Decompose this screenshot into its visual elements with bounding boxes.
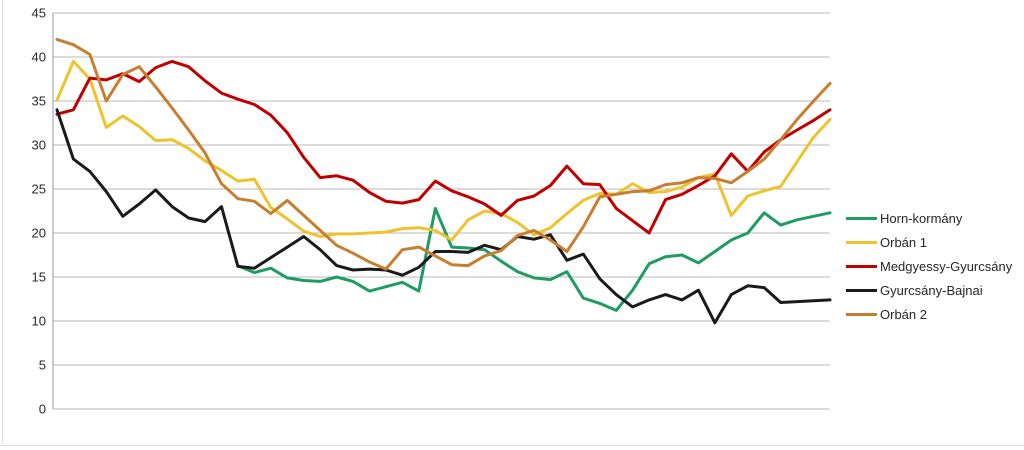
y-axis-tick-labels: 0 5 10 15 20 25 30 35 40 45 [32,6,46,417]
legend-swatch-icon [846,216,877,220]
gridlines [53,12,830,410]
y-tick-label: 30 [32,138,46,153]
y-tick-label: 45 [32,6,46,21]
series-line-horn-korm-ny [236,206,832,312]
legend-item-horn-korm-ny: Horn-kormány [846,209,962,227]
window-frame-left-border [2,0,3,443]
legend-swatch-icon [846,288,877,292]
y-tick-label: 35 [32,94,46,109]
y-tick-label: 15 [32,270,46,285]
series-line-orb-n-2 [55,37,832,271]
legend-swatch-icon [846,264,877,268]
y-tick-label: 20 [32,226,46,241]
series-lines [55,37,832,325]
window-frame-bottom-border [0,445,1024,446]
y-tick-label: 40 [32,50,46,65]
y-tick-label: 0 [39,402,46,417]
legend-item-gyurcs-ny-bajnai: Gyurcsány-Bajnai [846,281,983,299]
series-line-orb-n-1 [55,59,832,242]
legend-label: Gyurcsány-Bajnai [880,282,983,298]
series-line-gyurcs-ny-bajnai [55,108,832,325]
legend-item-medgyessy-gyurcs-ny: Medgyessy-Gyurcsány [846,257,1012,275]
legend-swatch-icon [846,240,877,244]
y-tick-label: 10 [32,314,46,329]
legend-swatch-icon [846,312,877,316]
legend-item-orb-n-2: Orbán 2 [846,305,927,323]
series-line-medgyessy-gyurcs-ny [55,59,832,235]
y-tick-label: 25 [32,182,46,197]
legend-label: Orbán 1 [880,234,927,250]
legend-label: Medgyessy-Gyurcsány [880,258,1013,274]
legend-label: Horn-kormány [880,210,963,226]
y-tick-label: 5 [39,358,46,373]
legend-label: Orbán 2 [880,306,927,322]
legend-item-orb-n-1: Orbán 1 [846,233,927,251]
